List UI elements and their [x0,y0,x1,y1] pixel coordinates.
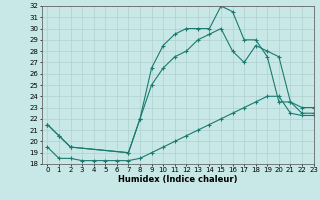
X-axis label: Humidex (Indice chaleur): Humidex (Indice chaleur) [118,175,237,184]
